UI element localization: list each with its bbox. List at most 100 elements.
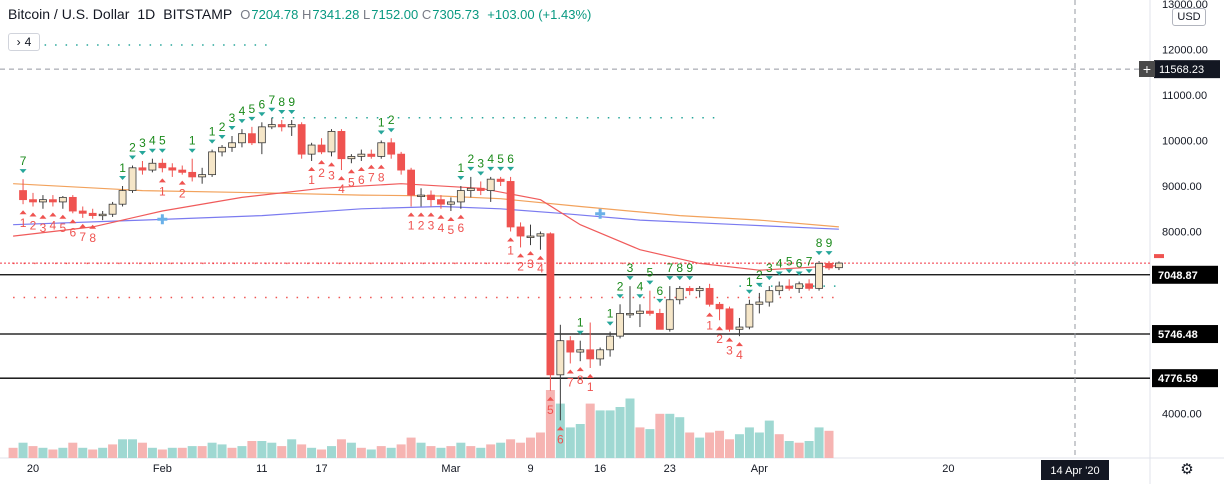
candle-body — [755, 301, 764, 305]
td-sell-arrow — [248, 116, 256, 121]
volume-bar — [794, 442, 804, 458]
indicators-toggle-button[interactable]: › 4 — [8, 33, 40, 51]
candle-body — [367, 153, 376, 157]
td-sell-arrow — [755, 282, 763, 287]
candle-body — [78, 210, 87, 214]
candle-body — [437, 199, 445, 205]
td-buy-arrow — [546, 396, 554, 401]
td-sell-count: 4 — [637, 279, 644, 293]
td-sell-arrow — [775, 271, 783, 276]
candle-body — [39, 199, 47, 203]
td-sell-count: 1 — [746, 275, 753, 289]
td-buy-count: 3 — [527, 257, 534, 271]
volume-bar — [376, 446, 386, 458]
candle-body — [815, 262, 823, 289]
td-sell-arrow — [765, 276, 773, 281]
volume-bar — [715, 430, 725, 458]
volume-bar — [645, 429, 655, 458]
td-sell-count: 8 — [676, 261, 683, 275]
td-buy-arrow — [566, 369, 574, 374]
volume-bar — [98, 447, 108, 458]
candle-body — [168, 167, 177, 171]
volume-bar — [118, 439, 128, 458]
td-sell-count: 5 — [647, 266, 654, 280]
td-sell-arrow — [626, 276, 634, 281]
candle-body — [188, 171, 197, 178]
volume-bar — [605, 410, 615, 458]
volume-bar — [685, 432, 695, 458]
td-sell-arrow — [268, 107, 276, 112]
td-buy-count: 8 — [577, 373, 584, 387]
volume-bar — [307, 447, 317, 458]
volume-bar — [197, 446, 207, 458]
td-sell-count: 2 — [219, 120, 226, 134]
y-tick-label: 11000.00 — [1162, 90, 1207, 102]
volume-bar — [565, 427, 575, 458]
low-label: L — [363, 7, 371, 22]
td-buy-count: 4 — [537, 262, 544, 276]
close-value: 7305.73 — [432, 7, 480, 22]
candle-body — [665, 299, 674, 330]
volume-bar — [615, 407, 625, 458]
td-buy-count: 4 — [338, 182, 345, 196]
volume-bar — [555, 403, 565, 458]
volume-bar — [456, 442, 466, 458]
candle-body — [566, 340, 575, 353]
candle-body — [556, 340, 565, 376]
td-buy-arrow — [39, 214, 47, 219]
td-sell-count: 1 — [458, 161, 465, 175]
td-sell-arrow — [745, 289, 753, 294]
candle-body — [536, 233, 545, 237]
td-buy-arrow — [59, 214, 67, 219]
td-buy-arrow — [507, 237, 515, 242]
td-sell-count: 9 — [288, 95, 295, 109]
volume-bar — [277, 446, 287, 458]
candle-body — [546, 233, 555, 376]
td-sell-arrow — [119, 176, 127, 180]
volume-bar — [366, 449, 376, 458]
volume-bar — [247, 441, 257, 458]
td-sell-count: 2 — [467, 152, 474, 166]
low-value: 7152.00 — [371, 7, 419, 22]
td-buy-count: 1 — [507, 244, 514, 258]
gear-icon[interactable]: ⚙ — [1180, 461, 1193, 478]
add-alert-plus-icon[interactable]: + — [1139, 61, 1155, 77]
currency-button[interactable]: USD — [1172, 8, 1206, 26]
td-sell-arrow — [138, 150, 146, 155]
td-buy-arrow — [437, 214, 445, 219]
interval-label[interactable]: 1D — [137, 6, 156, 22]
symbol-name[interactable]: Bitcoin / U.S. Dollar — [8, 6, 130, 22]
td-sell-count: 5 — [249, 102, 256, 116]
y-tick-label: 10000.00 — [1162, 136, 1208, 148]
td-sell-arrow — [278, 110, 286, 115]
x-tick-label: Apr — [751, 463, 768, 475]
volume-bar — [665, 413, 675, 458]
td-sell-arrow — [218, 135, 226, 140]
td-buy-count: 6 — [358, 173, 365, 187]
x-tick-label: 11 — [256, 463, 267, 475]
candle-body — [198, 174, 207, 178]
td-buy-count: 3 — [428, 218, 435, 232]
candle-body — [526, 235, 535, 238]
price-axis — [1150, 0, 1224, 484]
td-sell-arrow — [487, 166, 495, 171]
candle-body — [476, 187, 485, 191]
candle-body — [606, 335, 614, 351]
level-price-label: 4776.59 — [1158, 373, 1198, 385]
volume-bar — [635, 427, 645, 458]
symbol-legend: Bitcoin / U.S. Dollar 1D BITSTAMP O7204.… — [8, 6, 591, 22]
volume-bar — [535, 432, 545, 458]
candle-body — [745, 303, 754, 328]
candle-body — [456, 190, 465, 203]
candle-body — [387, 142, 396, 155]
td-buy-count: 6 — [557, 432, 564, 446]
td-sell-arrow — [377, 130, 385, 135]
candle-body — [825, 262, 833, 269]
td-buy-arrow — [377, 164, 385, 169]
td-buy-count: 5 — [547, 403, 554, 417]
volume-bar — [506, 439, 516, 458]
td-buy-count: 2 — [418, 218, 425, 232]
y-tick-label: 13000.00 — [1162, 0, 1208, 11]
